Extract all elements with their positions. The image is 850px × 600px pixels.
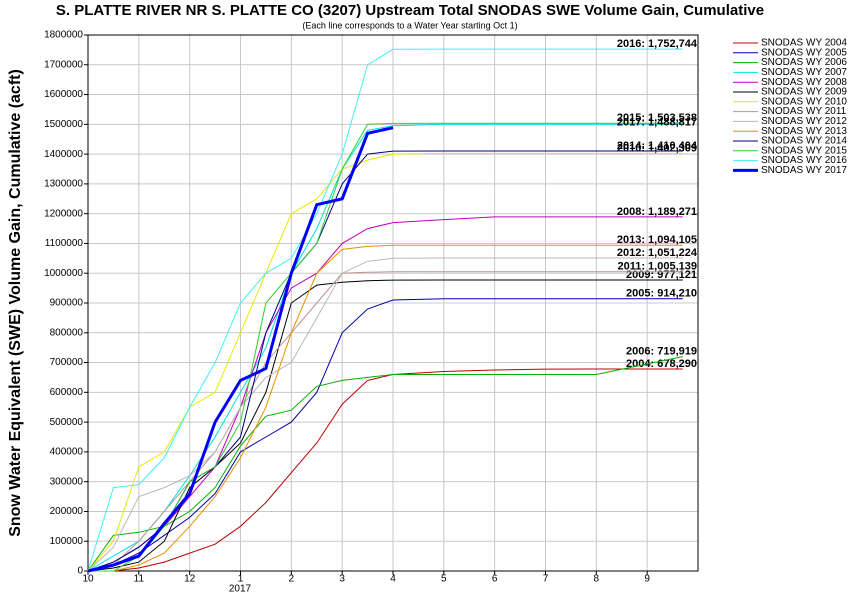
legend-label: SNODAS WY 2010 — [761, 96, 847, 107]
series-line — [87, 279, 683, 572]
y-tick-label: 1500000 — [44, 119, 83, 130]
series-line — [87, 298, 683, 572]
end-label: 2016: 1,752,744 — [617, 38, 698, 50]
y-tick-label: 1200000 — [44, 208, 83, 219]
y-tick-label: 300000 — [50, 476, 84, 487]
end-label: 2005: 914,210 — [626, 288, 697, 300]
end-label: 2008: 1,189,271 — [617, 206, 697, 218]
legend-label: SNODAS WY 2011 — [761, 106, 847, 117]
x-year-label: 2017 — [229, 584, 252, 595]
x-tick-label: 2 — [289, 574, 295, 585]
legend-label: SNODAS WY 2004 — [761, 38, 847, 49]
y-axis-label: Snow Water Equivalent (SWE) Volume Gain,… — [7, 69, 24, 537]
y-tick-label: 1300000 — [44, 179, 83, 190]
x-tick-label: 11 — [134, 574, 145, 585]
end-label: 2014: 1,410,404 — [617, 140, 698, 152]
legend-label: SNODAS WY 2017 — [761, 165, 847, 176]
y-tick-label: 400000 — [50, 447, 84, 458]
x-tick-label: 5 — [441, 574, 447, 585]
end-label: 2011: 1,005,139 — [617, 261, 697, 273]
series-line — [87, 257, 683, 572]
y-tick-label: 900000 — [50, 298, 84, 309]
legend-label: SNODAS WY 2013 — [761, 126, 847, 137]
legend-label: SNODAS WY 2016 — [761, 155, 847, 166]
y-tick-label: 500000 — [50, 417, 84, 428]
y-tick-label: 0 — [77, 566, 83, 577]
end-label: 2013: 1,094,105 — [617, 234, 697, 246]
legend-label: SNODAS WY 2007 — [761, 67, 847, 78]
y-tick-label: 600000 — [50, 387, 84, 398]
x-tick-label: 12 — [184, 574, 196, 585]
legend-label: SNODAS WY 2008 — [761, 77, 847, 88]
legend-label: SNODAS WY 2014 — [761, 136, 847, 147]
legend-label: SNODAS WY 2015 — [761, 145, 847, 156]
y-tick-label: 1100000 — [45, 238, 84, 249]
y-tick-label: 200000 — [50, 506, 84, 517]
y-tick-label: 1800000 — [44, 30, 83, 41]
end-label: 2015: 1,503,538 — [617, 112, 697, 124]
y-tick-label: 1600000 — [44, 89, 83, 100]
y-tick-label: 1000000 — [44, 268, 83, 279]
chart-title: S. PLATTE RIVER NR S. PLATTE CO (3207) U… — [56, 2, 764, 19]
x-tick-label: 6 — [492, 574, 498, 585]
legend-label: SNODAS WY 2006 — [761, 57, 847, 68]
x-tick-label: 9 — [644, 574, 650, 585]
y-tick-label: 100000 — [50, 536, 84, 547]
y-tick-label: 700000 — [50, 357, 84, 368]
x-tick-label: 10 — [82, 574, 94, 585]
legend-label: SNODAS WY 2012 — [761, 116, 847, 127]
y-tick-label: 800000 — [50, 327, 84, 338]
legend-label: SNODAS WY 2005 — [761, 47, 847, 58]
end-label: 2012: 1,051,224 — [617, 247, 698, 259]
legend-label: SNODAS WY 2009 — [761, 87, 847, 98]
y-tick-label: 1400000 — [44, 149, 83, 160]
x-tick-label: 8 — [594, 574, 600, 585]
end-label: 2017: 1,488,817 — [617, 117, 697, 129]
series-line — [87, 126, 394, 573]
series-line — [87, 271, 683, 572]
chart-subtitle: (Each line corresponds to a Water Year s… — [302, 20, 517, 30]
y-tick-label: 1700000 — [44, 59, 83, 70]
end-label: 2004: 678,290 — [626, 358, 697, 370]
x-tick-label: 4 — [390, 574, 396, 585]
x-tick-label: 7 — [543, 574, 549, 585]
series-line — [88, 244, 683, 572]
plot-border — [87, 34, 699, 572]
x-tick-label: 3 — [339, 574, 345, 585]
x-tick-label: 1 — [238, 574, 244, 585]
series-line — [87, 152, 683, 572]
series-line — [88, 368, 683, 572]
end-label: 2006: 719,919 — [626, 346, 697, 358]
